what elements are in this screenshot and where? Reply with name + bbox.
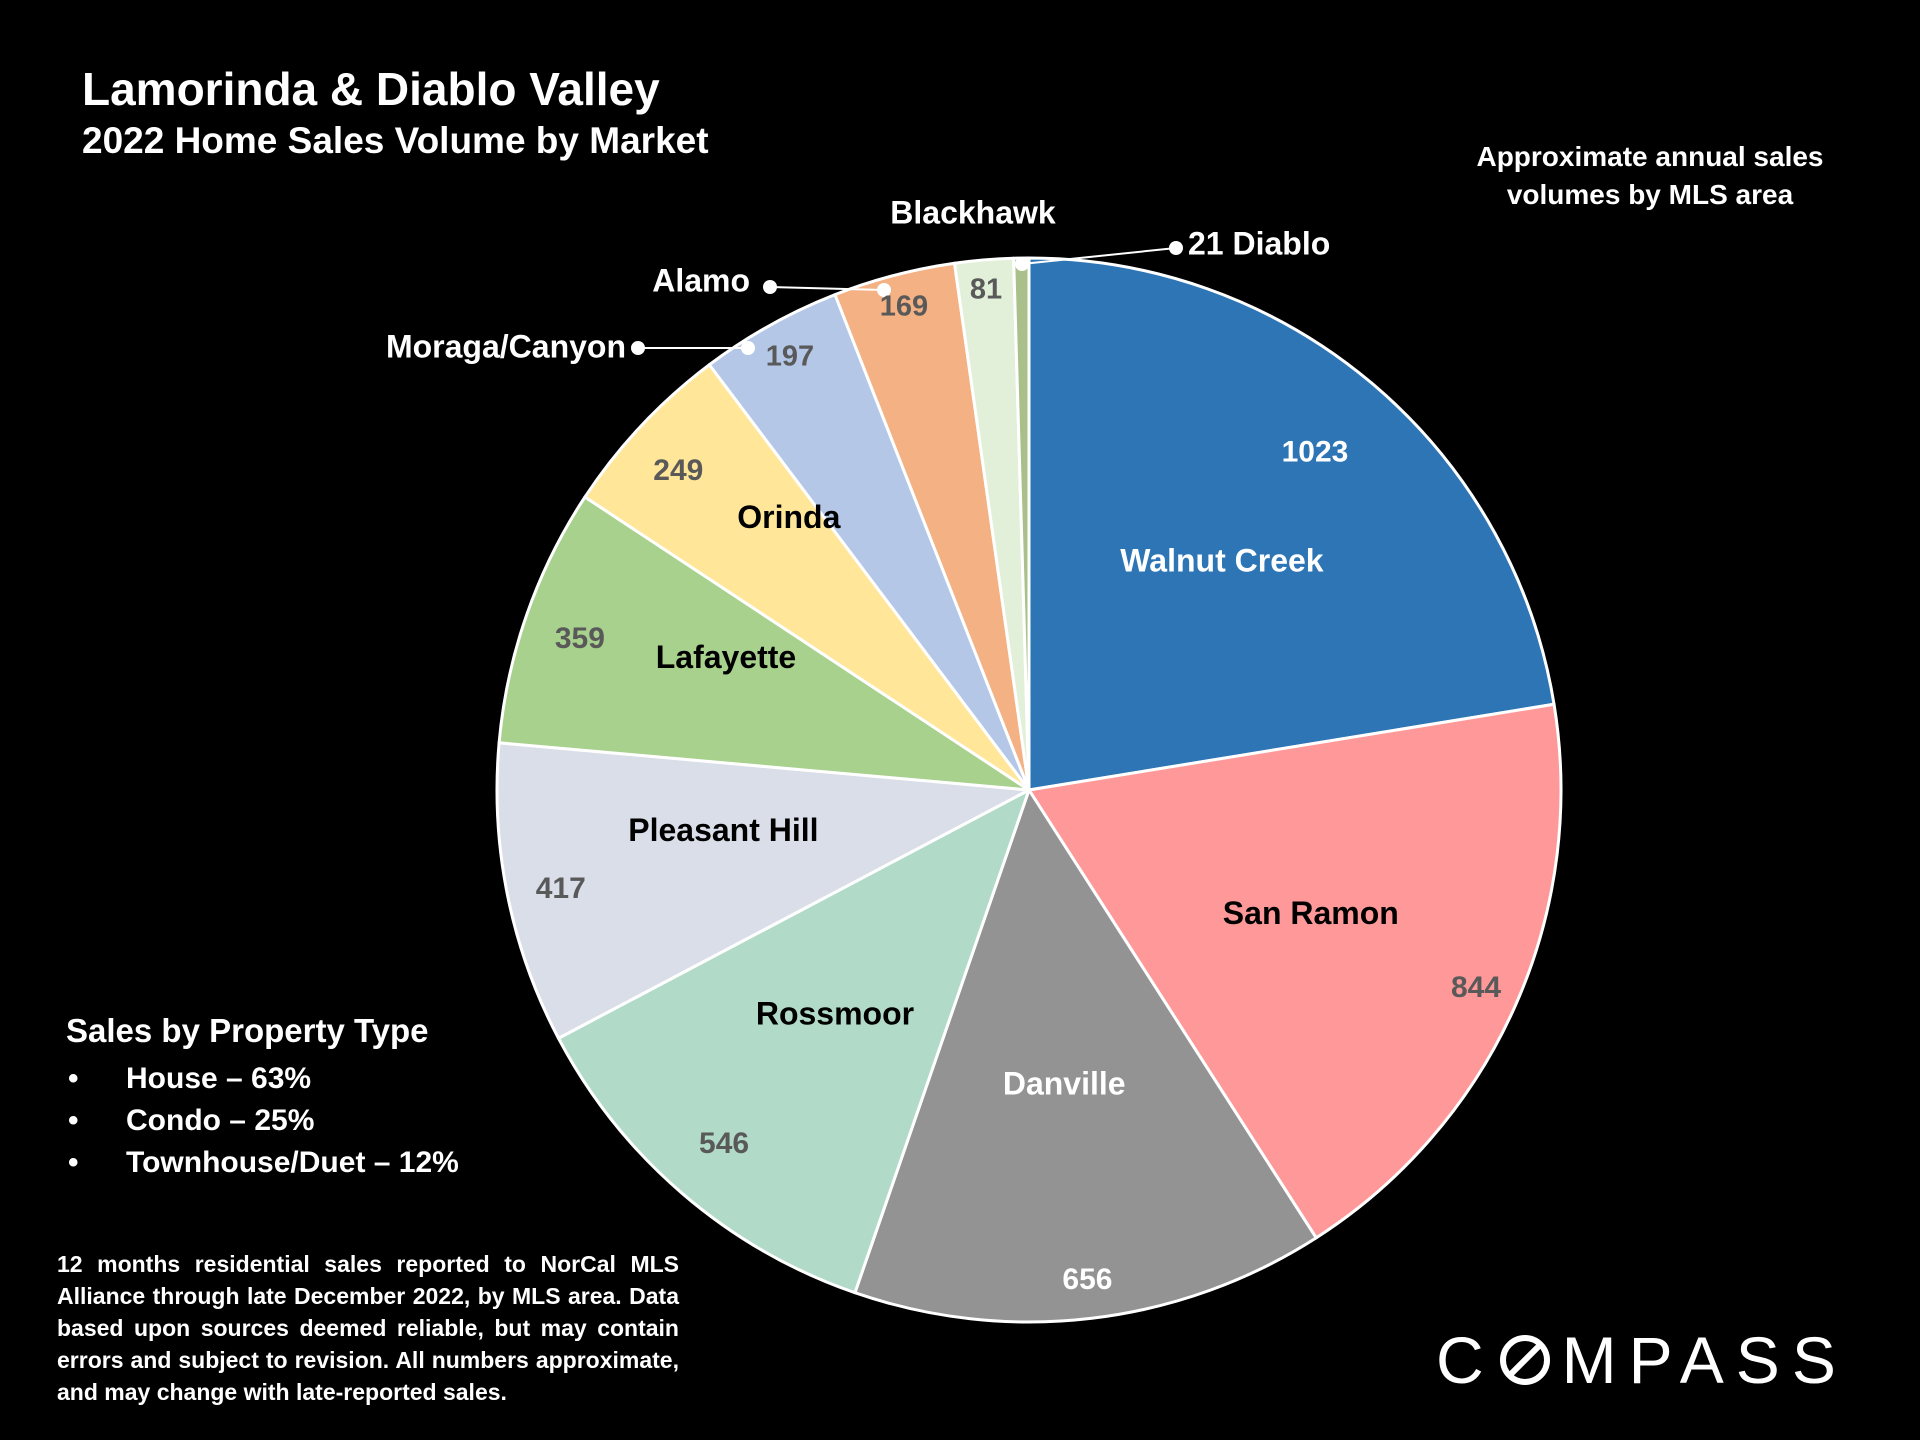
slice-label-pleasant-hill: Pleasant Hill (628, 812, 818, 848)
slice-value-danville: 656 (1062, 1263, 1112, 1296)
slice-value-lafayette: 359 (555, 622, 605, 655)
slice-value-pleasant-hill: 417 (536, 872, 586, 905)
pie-slice-lafayette (497, 495, 1031, 792)
pie-slice-rossmoor (556, 788, 1031, 1295)
slice-label-moraga-canyon: Moraga/Canyon (386, 328, 626, 364)
callout-dot-alamo (877, 283, 891, 297)
slice-value-san-ramon: 844 (1451, 971, 1501, 1004)
callout-dot-moraga-canyon (741, 341, 755, 355)
pie-slice-danville (853, 788, 1318, 1324)
slice-label-alamo: Alamo (652, 262, 750, 298)
slice-label-lafayette: Lafayette (656, 639, 797, 675)
slice-label-walnut-creek: Walnut Creek (1120, 542, 1324, 578)
logo-text-start: C (1436, 1323, 1496, 1397)
pie-slice-pleasant-hill (495, 741, 1031, 1040)
property-type-item-house: House – 63% (66, 1058, 459, 1100)
property-type-list: House – 63% Condo – 25% Townhouse/Duet –… (66, 1058, 459, 1184)
slice-label-orinda: Orinda (737, 499, 840, 535)
slice-label-blackhawk: Blackhawk (890, 194, 1056, 230)
chart-title: Lamorinda & Diablo Valley (82, 63, 660, 115)
slice-value-moraga-canyon: 197 (766, 341, 814, 373)
callout-dot-diablo (1015, 257, 1029, 271)
slice-value-alamo: 169 (880, 291, 928, 323)
pie-slice-orinda (583, 363, 1031, 792)
slice-value-walnut-creek: 1023 (1282, 435, 1349, 468)
callout-end-dot-moraga-canyon (631, 341, 645, 355)
chart-note: Approximate annual sales volumes by MLS … (1476, 141, 1824, 210)
property-type-box: Sales by Property Type House – 63% Condo… (66, 1012, 459, 1184)
slice-value-orinda: 249 (653, 454, 703, 487)
slice-label-rossmoor: Rossmoor (756, 996, 914, 1032)
slice-value-blackhawk: 81 (970, 274, 1002, 306)
property-type-item-condo: Condo – 25% (66, 1100, 459, 1142)
property-type-heading: Sales by Property Type (66, 1012, 429, 1049)
compass-o-icon (1499, 1335, 1550, 1385)
slice-value-rossmoor: 546 (699, 1127, 749, 1160)
slice-label-diablo: 21 Diablo (1188, 225, 1330, 261)
compass-logo: C MPASS (1436, 1322, 1848, 1398)
footnote: 12 months residential sales reported to … (57, 1251, 679, 1405)
callout-end-dot-diablo (1169, 241, 1183, 255)
callout-end-dot-alamo (763, 280, 777, 294)
pie-slice-san-ramon (1027, 702, 1563, 1240)
property-type-item-townhouse: Townhouse/Duet – 12% (66, 1142, 459, 1184)
slice-label-san-ramon: San Ramon (1223, 895, 1399, 931)
pie-slice-walnut-creek (1027, 256, 1556, 792)
callout-line-alamo (769, 286, 885, 291)
chart-subtitle: 2022 Home Sales Volume by Market (82, 120, 709, 161)
logo-text-end: MPASS (1561, 1323, 1848, 1397)
callout-line-diablo (1021, 247, 1177, 265)
slice-label-danville: Danville (1003, 1065, 1126, 1101)
